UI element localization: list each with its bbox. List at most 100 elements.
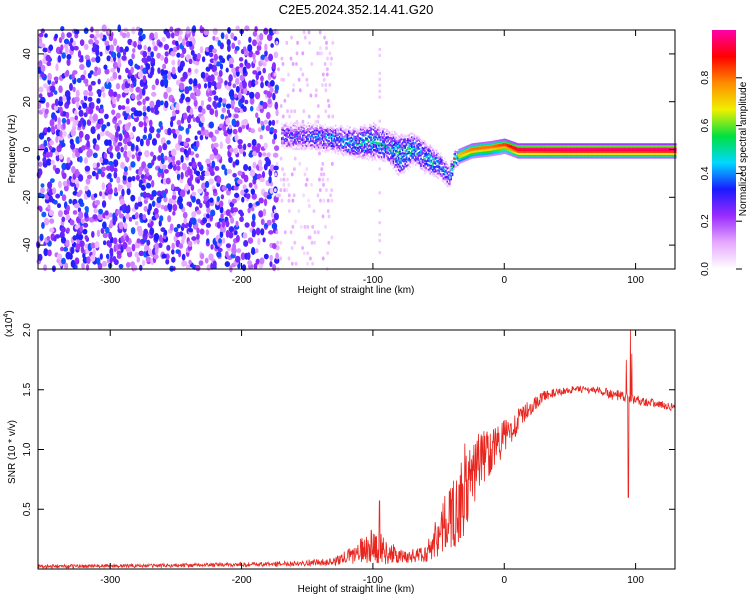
- spectrogram-cell: [345, 142, 347, 145]
- spectrogram-cell: [330, 145, 333, 148]
- spectrogram-cell: [239, 216, 244, 223]
- spectrogram-cell: [324, 137, 326, 140]
- spectrogram-cell: [382, 142, 384, 145]
- spectrogram-cell: [368, 127, 371, 130]
- spectrogram-cell: [225, 103, 232, 109]
- spectrogram-cell: [392, 137, 395, 140]
- spectrogram-cell: [47, 204, 51, 210]
- spectrogram-cell: [61, 216, 66, 223]
- spectrogram-cell: [466, 153, 468, 156]
- spectrogram-cell: [380, 151, 383, 154]
- spectrogram-cell: [334, 129, 337, 132]
- spectrogram-cell: [362, 139, 365, 142]
- spectrogram-cell: [341, 139, 343, 142]
- spectrogram-cell: [170, 183, 175, 191]
- spectrogram-cell: [179, 189, 186, 198]
- spectrogram-cell: [372, 133, 375, 136]
- spectrogram-cell: [236, 248, 242, 254]
- spectrogram-cell: [176, 165, 181, 171]
- spectrogram-cell: [531, 145, 534, 148]
- spectrogram-cell: [74, 203, 80, 209]
- spectrogram-cell: [315, 127, 317, 130]
- spectrogram-cell: [594, 154, 597, 157]
- spectrogram-cell: [149, 151, 154, 157]
- spectrogram-cell: [361, 157, 363, 160]
- spectrogram-cell: [93, 71, 99, 77]
- spectrogram-cell: [291, 128, 294, 131]
- spectrogram-cell: [361, 144, 363, 147]
- spectrogram-cell: [554, 150, 556, 153]
- spectrogram-cell: [337, 138, 340, 141]
- spectrogram-cell: [416, 161, 418, 164]
- spectrogram-cell: [294, 122, 296, 125]
- spectrogram-cell: [399, 148, 401, 151]
- spectrogram-cell: [242, 66, 247, 74]
- spectrogram-cell: [347, 137, 350, 140]
- spectrogram-cell: [249, 169, 256, 177]
- spectrogram-cell: [78, 189, 83, 195]
- spectrogram-cell: [404, 138, 407, 141]
- spectrogram-cell: [169, 119, 174, 128]
- spectrogram-cell: [555, 156, 558, 159]
- spectrogram-cell: [537, 147, 539, 151]
- spectrogram-cell: [282, 129, 284, 132]
- spectrogram-cell: [214, 36, 220, 42]
- spectrogram-cell: [176, 52, 181, 58]
- spectrogram-cell: [555, 145, 558, 148]
- spectrogram-cell: [219, 230, 224, 238]
- spectrogram-cell: [162, 63, 167, 70]
- spectrogram-cell: [378, 156, 380, 159]
- spectrogram-cell: [326, 177, 330, 182]
- spectrogram-cell: [392, 133, 395, 136]
- spectrogram-cell: [158, 145, 163, 153]
- spectrogram-cell: [109, 247, 114, 256]
- spectrogram-cell: [41, 221, 45, 229]
- spectrogram-cell: [384, 139, 387, 142]
- spectrogram-cell: [307, 203, 311, 208]
- spectrogram-cell: [382, 140, 384, 143]
- spectrogram-cell: [127, 204, 131, 213]
- spectrogram-cell: [159, 215, 164, 222]
- spectrogram-cell: [126, 31, 131, 39]
- spectrogram-cell: [273, 133, 278, 140]
- spectrogram-cell: [74, 224, 80, 230]
- spectrogram-cell: [118, 46, 124, 53]
- spectrogram-cell: [608, 150, 610, 153]
- spectrogram-cell: [608, 154, 610, 157]
- spectrogram-cell: [382, 128, 384, 131]
- spectrogram-cell: [407, 134, 409, 137]
- spectrogram-cell: [298, 88, 302, 93]
- spectrogram-cell: [585, 156, 588, 159]
- spectrogram-cell: [262, 67, 266, 74]
- spectrogram-cell: [492, 144, 495, 148]
- spectrogram-cell: [237, 39, 241, 46]
- spectrogram-cell: [309, 256, 312, 261]
- spectrogram-cell: [592, 147, 594, 151]
- spectrogram-cell: [443, 179, 446, 182]
- spectrogram-cell: [513, 141, 516, 144]
- spectrogram-cell: [533, 147, 535, 151]
- spectrogram-cell: [609, 154, 611, 157]
- spectrogram-cell: [426, 155, 429, 158]
- spectrogram-cell: [330, 56, 333, 61]
- spectrogram-cell: [418, 138, 421, 141]
- spectrogram-cell: [191, 217, 197, 226]
- spectrogram-cell: [119, 198, 125, 205]
- spectrogram-cell: [247, 142, 252, 148]
- spectrogram-cell: [387, 139, 389, 142]
- spectrogram-cell: [435, 175, 438, 178]
- spectrogram-cell: [432, 165, 434, 168]
- spectrogram-cell: [257, 238, 261, 246]
- spectrogram-cell: [370, 148, 372, 151]
- spectrogram-cell: [585, 143, 588, 146]
- spectrogram-cell: [64, 90, 71, 98]
- spectrogram-cell: [329, 61, 333, 66]
- spectrogram-cell: [188, 259, 192, 265]
- spectrogram-cell: [585, 145, 588, 148]
- spectrogram-cell: [232, 128, 238, 135]
- spectrogram-cell: [328, 51, 332, 56]
- spectrogram-cell: [147, 162, 153, 169]
- spectrogram-cell: [378, 209, 381, 213]
- spectrogram-cell: [496, 153, 498, 156]
- spectrogram-cell: [403, 152, 405, 155]
